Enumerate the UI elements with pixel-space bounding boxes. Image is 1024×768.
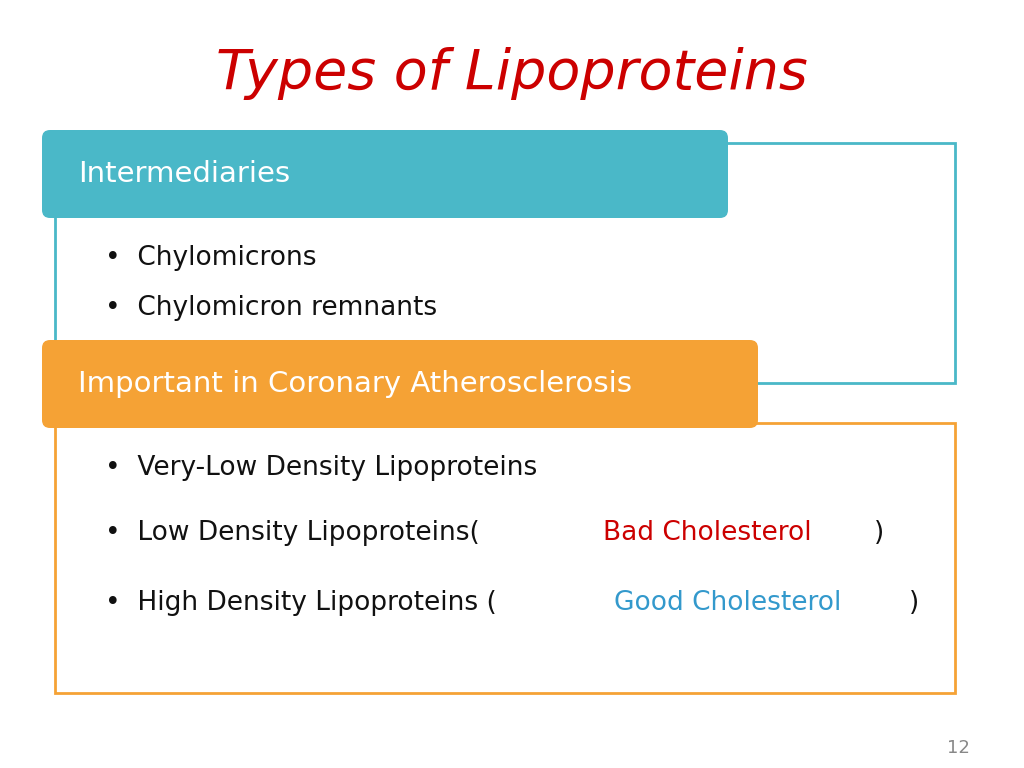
- Text: ): ): [909, 590, 920, 616]
- Text: •  Chylomicron remnants: • Chylomicron remnants: [105, 295, 437, 321]
- Text: 12: 12: [947, 739, 970, 757]
- Text: Important in Coronary Atherosclerosis: Important in Coronary Atherosclerosis: [78, 370, 632, 398]
- Text: •  High Density Lipoproteins (: • High Density Lipoproteins (: [105, 590, 497, 616]
- Text: •  Chylomicrons: • Chylomicrons: [105, 245, 316, 271]
- Text: Bad Cholesterol: Bad Cholesterol: [602, 520, 811, 546]
- FancyBboxPatch shape: [55, 143, 955, 383]
- Text: Good Cholesterol: Good Cholesterol: [613, 590, 841, 616]
- FancyBboxPatch shape: [55, 423, 955, 693]
- FancyBboxPatch shape: [42, 130, 728, 218]
- Text: •  Intermediate Density Lipoproteins (IDL): • Intermediate Density Lipoproteins (IDL…: [105, 345, 659, 371]
- Text: •  Very-Low Density Lipoproteins: • Very-Low Density Lipoproteins: [105, 455, 538, 481]
- Text: ): ): [873, 520, 884, 546]
- Text: Intermediaries: Intermediaries: [78, 160, 290, 188]
- FancyBboxPatch shape: [42, 340, 758, 428]
- Text: •  Low Density Lipoproteins(: • Low Density Lipoproteins(: [105, 520, 488, 546]
- Text: Types of Lipoproteins: Types of Lipoproteins: [216, 47, 808, 100]
